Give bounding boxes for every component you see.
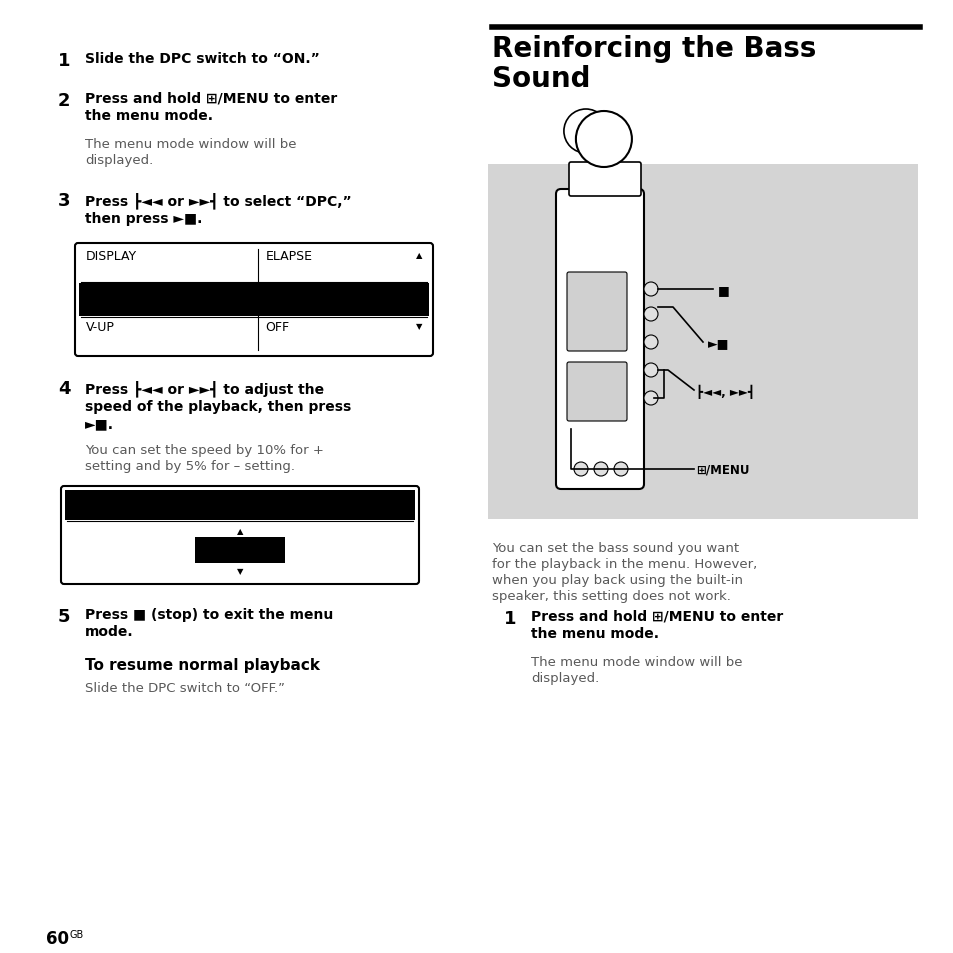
Circle shape	[643, 364, 658, 377]
Text: To resume normal playback: To resume normal playback	[85, 658, 319, 672]
Text: 2: 2	[58, 91, 71, 110]
Text: The menu mode window will be
displayed.: The menu mode window will be displayed.	[85, 138, 296, 167]
Text: –30%: –30%	[218, 540, 261, 556]
Bar	[194, 537, 285, 563]
Text: ▲: ▲	[236, 526, 243, 536]
Text: ▼: ▼	[416, 322, 422, 331]
Text: 3: 3	[58, 192, 71, 210]
Text: –30%: –30%	[265, 285, 304, 298]
Text: You can set the speed by 10% for +
setting and by 5% for – setting.: You can set the speed by 10% for + setti…	[85, 443, 323, 473]
Circle shape	[643, 392, 658, 406]
Text: You can set the bass sound you want
for the playback in the menu. However,
when : You can set the bass sound you want for …	[492, 541, 757, 602]
Text: ►■: ►■	[707, 336, 729, 350]
Circle shape	[594, 462, 607, 476]
Text: ■: ■	[718, 284, 729, 296]
Text: V-UP: V-UP	[86, 321, 114, 334]
Text: 1: 1	[503, 609, 516, 627]
Text: Slide the DPC switch to “ON.”: Slide the DPC switch to “ON.”	[85, 52, 319, 66]
Text: Press ■ (stop) to exit the menu
mode.: Press ■ (stop) to exit the menu mode.	[85, 607, 333, 639]
Circle shape	[576, 112, 631, 168]
Text: ┣◄◄, ►►┫: ┣◄◄, ►►┫	[696, 385, 754, 399]
Text: Reinforcing the Bass
Sound: Reinforcing the Bass Sound	[492, 35, 816, 93]
Text: Press and hold ⊞/MENU to enter
the menu mode.: Press and hold ⊞/MENU to enter the menu …	[531, 609, 782, 640]
Text: OFF: OFF	[265, 321, 290, 334]
Circle shape	[574, 462, 587, 476]
Bar	[79, 283, 429, 317]
Text: Slide the DPC switch to “OFF.”: Slide the DPC switch to “OFF.”	[85, 681, 285, 695]
Text: Press ┣◄◄ or ►►┫ to adjust the
speed of the playback, then press
►■.: Press ┣◄◄ or ►►┫ to adjust the speed of …	[85, 379, 351, 431]
FancyBboxPatch shape	[61, 486, 418, 584]
Text: 60: 60	[46, 929, 69, 947]
Bar	[65, 491, 415, 520]
Text: Press and hold ⊞/MENU to enter
the menu mode.: Press and hold ⊞/MENU to enter the menu …	[85, 91, 337, 123]
Text: 1: 1	[58, 52, 71, 70]
Circle shape	[563, 110, 607, 153]
Text: 5: 5	[58, 607, 71, 625]
Bar	[488, 165, 917, 519]
Text: The menu mode window will be
displayed.: The menu mode window will be displayed.	[531, 656, 741, 684]
Text: DPC: DPC	[71, 493, 102, 505]
Circle shape	[614, 462, 627, 476]
Text: –30%: –30%	[252, 493, 290, 505]
Text: ▼: ▼	[236, 566, 243, 576]
Text: ▲: ▲	[416, 251, 422, 260]
Circle shape	[643, 308, 658, 322]
Text: Press ┣◄◄ or ►►┫ to select “DPC,”
then press ►■.: Press ┣◄◄ or ►►┫ to select “DPC,” then p…	[85, 192, 352, 226]
FancyBboxPatch shape	[568, 163, 640, 196]
Text: DPC: DPC	[86, 285, 116, 298]
Circle shape	[643, 283, 658, 296]
FancyBboxPatch shape	[566, 363, 626, 421]
Text: 4: 4	[58, 379, 71, 397]
Text: ELAPSE: ELAPSE	[265, 250, 313, 263]
FancyBboxPatch shape	[75, 244, 433, 356]
FancyBboxPatch shape	[566, 273, 626, 352]
Text: DISPLAY: DISPLAY	[86, 250, 137, 263]
Text: GB: GB	[70, 929, 84, 939]
FancyBboxPatch shape	[556, 190, 643, 490]
Text: ⊞/MENU: ⊞/MENU	[696, 463, 749, 476]
Circle shape	[643, 335, 658, 350]
